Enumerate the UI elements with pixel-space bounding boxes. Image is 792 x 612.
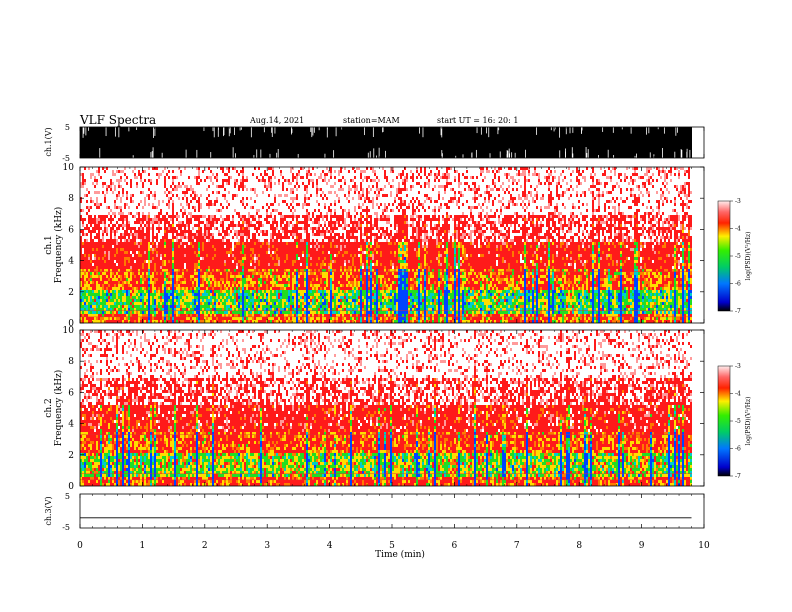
ch1-colorbar-ticks: -3 -4 -5 -6 -7 (730, 198, 741, 315)
colorbar-tick-label: -5 (735, 418, 741, 425)
time-tick-label: 7 (514, 541, 520, 551)
time-tick-label: 8 (576, 541, 582, 551)
colorbar-tick-label: -6 (735, 281, 741, 288)
ch2-colorbar-gradient (717, 365, 731, 477)
freq-tick-label: 0 (68, 482, 74, 492)
colorbar-tick-label: -7 (735, 473, 741, 480)
time-tick-label: 4 (327, 541, 333, 551)
freq-tick-label: 2 (68, 288, 74, 298)
ch1-freq-ticks: 0 2 4 6 8 10 (63, 163, 704, 329)
ch1-ytick-5: 5 (65, 123, 70, 132)
freq-tick-label: 4 (68, 420, 74, 430)
ch2-spectrogram-panel: 0 2 4 6 8 10 ch.2 Frequency (kHz) (44, 326, 705, 492)
ch2-colorbar-label: log(PSD)(V²/Hz) (745, 397, 752, 446)
freq-tick-label: 8 (68, 194, 74, 204)
ch2-freq-ticks: 0 2 4 6 8 10 (63, 326, 704, 492)
freq-tick-label: 2 (68, 451, 74, 461)
ch1-waveform-ylabel: ch.1(V) (44, 127, 53, 156)
time-tick-label: 2 (202, 541, 208, 551)
ch1-colorbar-label: log(PSD)(V²/Hz) (745, 232, 752, 281)
freq-tick-label: 6 (68, 388, 74, 398)
time-axis-label: Time (min) (375, 549, 425, 560)
time-tick-label: 5 (389, 541, 395, 551)
ch3-ytick-neg5: -5 (62, 523, 70, 532)
colorbar-tick-label: -6 (735, 446, 741, 453)
ch3-waveform-panel: 5 -5 ch.3(V) (44, 492, 705, 532)
ch2-spectrogram-label: ch.2 (44, 398, 54, 417)
time-axis: 0 1 2 3 4 5 6 7 8 9 10 (77, 127, 710, 551)
chart-title: VLF Spectra (80, 113, 156, 127)
freq-tick-label: 0 (68, 319, 74, 329)
date-label: Aug.14, 2021 (250, 116, 304, 125)
freq-tick-label: 6 (68, 225, 74, 235)
freq-tick-label: 10 (63, 163, 75, 173)
colorbar-tick-label: -7 (735, 308, 741, 315)
ch1-colorbar-gradient (717, 200, 731, 312)
colorbar-tick-label: -4 (735, 391, 741, 398)
ch3-waveform-frame (79, 493, 705, 529)
time-tick-label: 6 (452, 541, 458, 551)
ch1-ytick-neg5: -5 (62, 154, 70, 163)
ch1-spectrogram-panel: 0 2 4 6 8 10 ch.1 Frequency (kHz) (44, 163, 705, 329)
ch2-colorbar-ticks: -3 -4 -5 -6 -7 (730, 363, 741, 480)
ch2-frequency-label: Frequency (kHz) (53, 370, 64, 447)
start-time-label: start UT = 16: 20: 1 (437, 116, 518, 125)
time-tick-label: 9 (639, 541, 645, 551)
ch2-colorbar: -3 -4 -5 -6 -7 log(PSD)(V²/Hz) (717, 363, 752, 480)
colorbar-tick-label: -3 (735, 363, 741, 370)
ch3-waveform-ylabel: ch.3(V) (44, 496, 53, 525)
freq-tick-label: 10 (63, 326, 75, 336)
ch1-waveform (80, 127, 692, 158)
colorbar-tick-label: -5 (735, 253, 741, 260)
freq-tick-label: 8 (68, 357, 74, 367)
time-tick-label: 3 (264, 541, 270, 551)
colorbar-tick-label: -4 (735, 226, 741, 233)
ch1-waveform-panel: 5 -5 ch.1(V) (44, 123, 705, 163)
time-tick-label: 10 (698, 541, 710, 551)
freq-tick-label: 4 (68, 257, 74, 267)
colorbar-tick-label: -3 (735, 198, 741, 205)
ch1-colorbar: -3 -4 -5 -6 -7 log(PSD)(V²/Hz) (717, 198, 752, 315)
time-tick-label: 1 (140, 541, 146, 551)
ch1-spectrogram-label: ch.1 (44, 235, 54, 254)
ch1-frequency-label: Frequency (kHz) (53, 207, 64, 284)
ch1-spectrogram (80, 167, 692, 323)
ch2-spectrogram (80, 330, 692, 486)
time-tick-label: 0 (77, 541, 83, 551)
station-label: station=MAM (343, 116, 400, 125)
ch3-ytick-5: 5 (65, 492, 70, 501)
